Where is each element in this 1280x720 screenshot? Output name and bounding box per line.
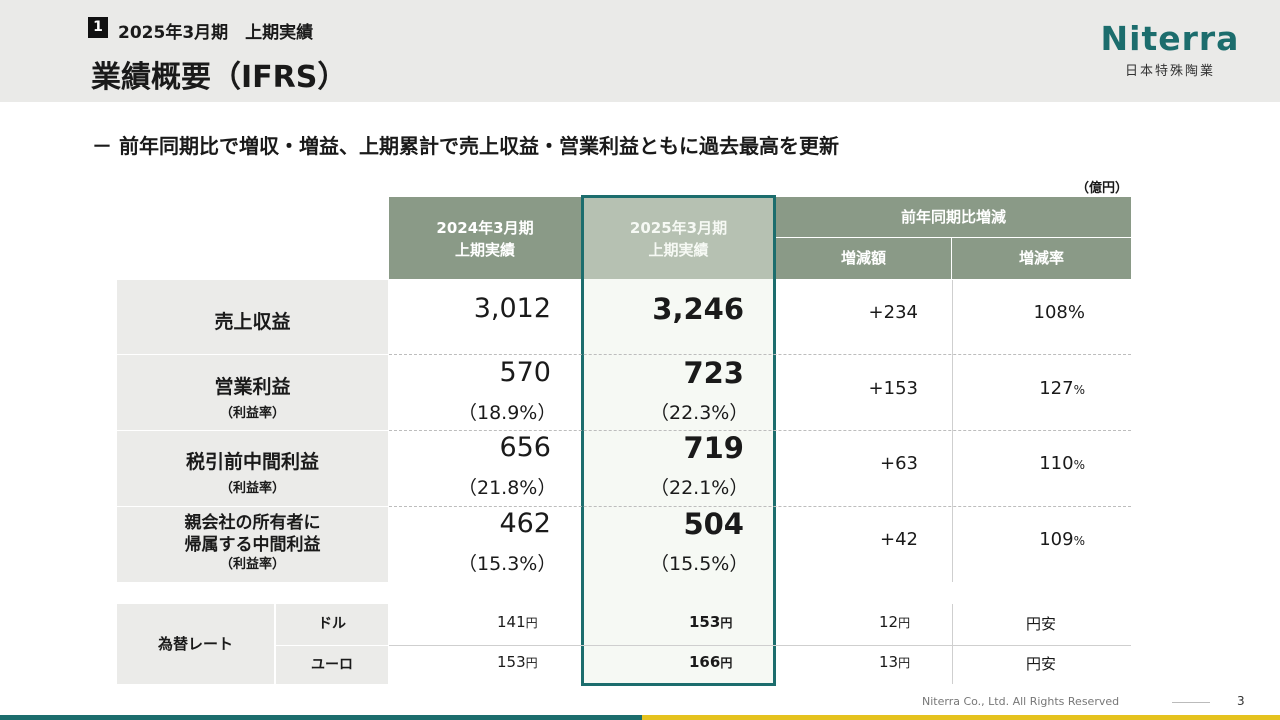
column-header-change-amount: 増減額 [776, 238, 952, 279]
section-title: 2025年3月期 上期実績 [118, 23, 314, 43]
fx-yen-unit: 円 [720, 616, 733, 630]
net-profit-rate-value: 109 [1039, 529, 1074, 550]
operating-profit-change: +153 [868, 378, 918, 399]
revenue-prev: 3,012 [473, 293, 551, 324]
pretax-margin-prev: （21.8%） [458, 477, 557, 499]
operating-margin-curr: （22.3%） [650, 402, 749, 424]
fx-eur-curr: 166円 [689, 653, 732, 671]
pretax-profit-curr: 719 [683, 431, 744, 465]
row-divider [389, 506, 1131, 507]
current-period-highlight [581, 195, 776, 686]
fx-eur-note: 円安 [1026, 655, 1057, 673]
fx-eur-change: 13円 [879, 653, 910, 671]
net-profit-prev: 462 [499, 508, 551, 539]
column-header-change-rate: 増減率 [952, 238, 1131, 279]
operating-margin-prev: （18.9%） [458, 402, 557, 424]
fx-usd-curr-value: 153 [689, 613, 721, 631]
row-label-margin-note: （利益率） [219, 481, 285, 496]
column-header-prev: 2024年3月期 上期実績 [389, 197, 581, 279]
column-header-prev-line1: 2024年3月期 [436, 219, 534, 237]
column-header-change-group: 前年同期比増減 [776, 197, 1131, 238]
footer-divider [1172, 702, 1210, 703]
column-header-curr-line2: 上期実績 [648, 241, 709, 259]
row-label-operating-profit-text: 営業利益 [214, 376, 291, 398]
fx-currency-eur: ユーロ [276, 646, 388, 684]
section-number-badge: 1 [88, 17, 108, 38]
operating-profit-rate-value: 127 [1039, 378, 1074, 399]
net-margin-curr: （15.5%） [650, 553, 749, 575]
header-band [0, 0, 1280, 102]
operating-profit-rate: 127% [960, 378, 1085, 399]
pretax-profit-change: +63 [880, 453, 918, 474]
revenue-change: +234 [868, 302, 918, 323]
row-label-net-profit: 親会社の所有者に 帰属する中間利益 （利益率） [117, 507, 388, 582]
net-profit-rate: 109% [960, 529, 1085, 550]
fx-rate-label: 為替レート [117, 604, 274, 684]
logo-subtitle: 日本特殊陶業 [1124, 64, 1215, 79]
fx-usd-note: 円安 [1026, 615, 1057, 633]
pretax-profit-rate-unit: % [1073, 458, 1085, 472]
fx-eur-prev: 153円 [497, 653, 538, 671]
row-label-margin-note: （利益率） [219, 406, 285, 421]
page-title: 業績概要（IFRS） [91, 60, 348, 95]
row-divider [389, 430, 1131, 431]
net-margin-prev: （15.3%） [458, 553, 557, 575]
column-divider [952, 280, 953, 582]
fx-eur-curr-value: 166 [689, 653, 721, 671]
copyright-text: Niterra Co., Ltd. All Rights Reserved [922, 695, 1120, 708]
fx-usd-prev: 141円 [497, 613, 538, 631]
fx-column-divider [952, 604, 953, 684]
footer-bar-yellow [642, 715, 1280, 720]
logo-wordmark: Niterra [1100, 19, 1240, 58]
fx-row-divider [389, 645, 1131, 646]
footer-bar-teal [0, 715, 642, 720]
column-header-curr-line1: 2025年3月期 [629, 219, 728, 237]
fx-usd-change-value: 12 [879, 613, 899, 631]
row-label-pretax-profit-text: 税引前中間利益 [185, 451, 319, 473]
fx-usd-prev-value: 141 [497, 613, 526, 631]
page-number: 3 [1237, 694, 1245, 708]
row-label-margin-note: （利益率） [219, 557, 285, 572]
row-label-operating-profit: 営業利益 （利益率） [117, 355, 388, 430]
fx-usd-change: 12円 [879, 613, 910, 631]
unit-label: （億円） [1076, 181, 1129, 196]
fx-eur-prev-value: 153 [497, 653, 526, 671]
row-label-revenue: 売上収益 [117, 280, 388, 354]
fx-yen-unit: 円 [525, 616, 538, 630]
fx-usd-curr: 153円 [689, 613, 732, 631]
row-label-net-profit-line2: 帰属する中間利益 [184, 535, 321, 555]
net-profit-curr: 504 [683, 507, 744, 541]
fx-yen-unit: 円 [898, 616, 911, 630]
net-profit-change: +42 [880, 529, 918, 550]
row-label-pretax-profit: 税引前中間利益 （利益率） [117, 431, 388, 506]
fx-yen-unit: 円 [720, 656, 733, 670]
operating-profit-prev: 570 [499, 357, 551, 388]
fx-currency-usd: ドル [276, 604, 388, 645]
operating-profit-rate-unit: % [1073, 383, 1085, 397]
row-divider [389, 354, 1131, 355]
pretax-profit-rate: 110% [960, 453, 1085, 474]
fx-yen-unit: 円 [525, 656, 538, 670]
niterra-logo: Niterra 日本特殊陶業 [1097, 19, 1243, 80]
fx-yen-unit: 円 [898, 656, 911, 670]
fx-eur-change-value: 13 [879, 653, 899, 671]
column-header-prev-line2: 上期実績 [454, 241, 515, 259]
operating-profit-curr: 723 [683, 356, 744, 390]
column-header-curr: 2025年3月期 上期実績 [581, 197, 776, 279]
net-profit-rate-unit: % [1073, 534, 1085, 548]
pretax-margin-curr: （22.1%） [650, 477, 749, 499]
revenue-rate: 108% [1033, 302, 1085, 323]
pretax-profit-rate-value: 110 [1039, 453, 1074, 474]
row-label-net-profit-line1: 親会社の所有者に [184, 513, 321, 533]
pretax-profit-prev: 656 [499, 432, 551, 463]
revenue-curr: 3,246 [652, 292, 744, 326]
headline: － 前年同期比で増収・増益、上期累計で売上収益・営業利益ともに過去最高を更新 [92, 134, 839, 158]
